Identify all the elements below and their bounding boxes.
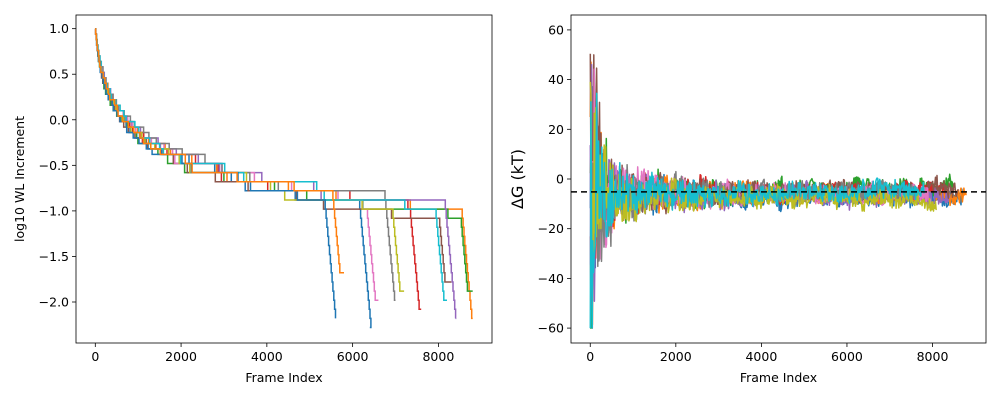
wl-series-line <box>94 27 452 283</box>
wl-series-line <box>94 27 405 292</box>
wl-series-line <box>94 27 473 292</box>
y-tick-label: −60 <box>538 321 564 336</box>
x-tick-label: 0 <box>91 349 99 364</box>
x-tick-label: 6000 <box>831 349 863 364</box>
x-tick-label: 8000 <box>422 349 454 364</box>
y-tick-label: −0.5 <box>39 158 69 173</box>
x-tick-label: 4000 <box>251 349 283 364</box>
wl-increment-panel: 0 2000 4000 6000 8000 −2.0 −1.5 −1.0 −0.5 0.0 0.5 1… <box>12 14 493 385</box>
wl-series-line <box>94 27 372 329</box>
series-group <box>589 53 967 329</box>
y-tick-label: −2.0 <box>39 295 69 310</box>
wl-series-line <box>95 27 457 320</box>
y-tick-label: −40 <box>538 271 564 286</box>
x-axis-label: Frame Index <box>740 370 817 385</box>
y-tick-label: 0.0 <box>49 112 69 127</box>
wl-series-line <box>94 27 379 301</box>
axes-frame <box>75 14 493 344</box>
y-tick-label: 40 <box>548 72 564 87</box>
wl-series-line <box>94 27 344 274</box>
x-axis-label: Frame Index <box>245 370 322 385</box>
y-tick-label: 20 <box>548 122 564 137</box>
y-tick-label: 60 <box>548 22 564 37</box>
wl-series-line <box>95 27 396 301</box>
delta-g-series-line <box>589 110 955 329</box>
y-axis-label: log10 WL Increment <box>12 116 27 242</box>
delta-g-panel: 0 2000 4000 6000 8000 −60 −40 −20 0 20 40 60 Frame I… <box>508 14 987 385</box>
y-tick-label: −20 <box>538 221 564 236</box>
y-tick-label: 1.0 <box>49 21 69 36</box>
y-tick-label: −1.5 <box>39 249 69 264</box>
x-tick-label: 8000 <box>917 349 949 364</box>
x-tick-label: 2000 <box>660 349 692 364</box>
delta-g-series-line <box>589 81 937 254</box>
y-tick-label: −1.0 <box>39 203 69 218</box>
y-axis-label: ΔG (kT) <box>508 149 527 209</box>
y-tick-label: 0 <box>556 172 564 187</box>
delta-g-series-line <box>589 92 925 329</box>
delta-g-series-line <box>589 93 947 329</box>
y-tick-label: 0.5 <box>49 67 69 82</box>
axes-frame <box>570 14 987 344</box>
wl-series-line <box>95 27 447 301</box>
series-group <box>94 27 473 329</box>
x-tick-label: 4000 <box>745 349 777 364</box>
x-tick-label: 0 <box>586 349 594 364</box>
x-tick-label: 2000 <box>165 349 197 364</box>
delta-g-series-line <box>589 68 929 274</box>
x-tick-label: 6000 <box>337 349 369 364</box>
